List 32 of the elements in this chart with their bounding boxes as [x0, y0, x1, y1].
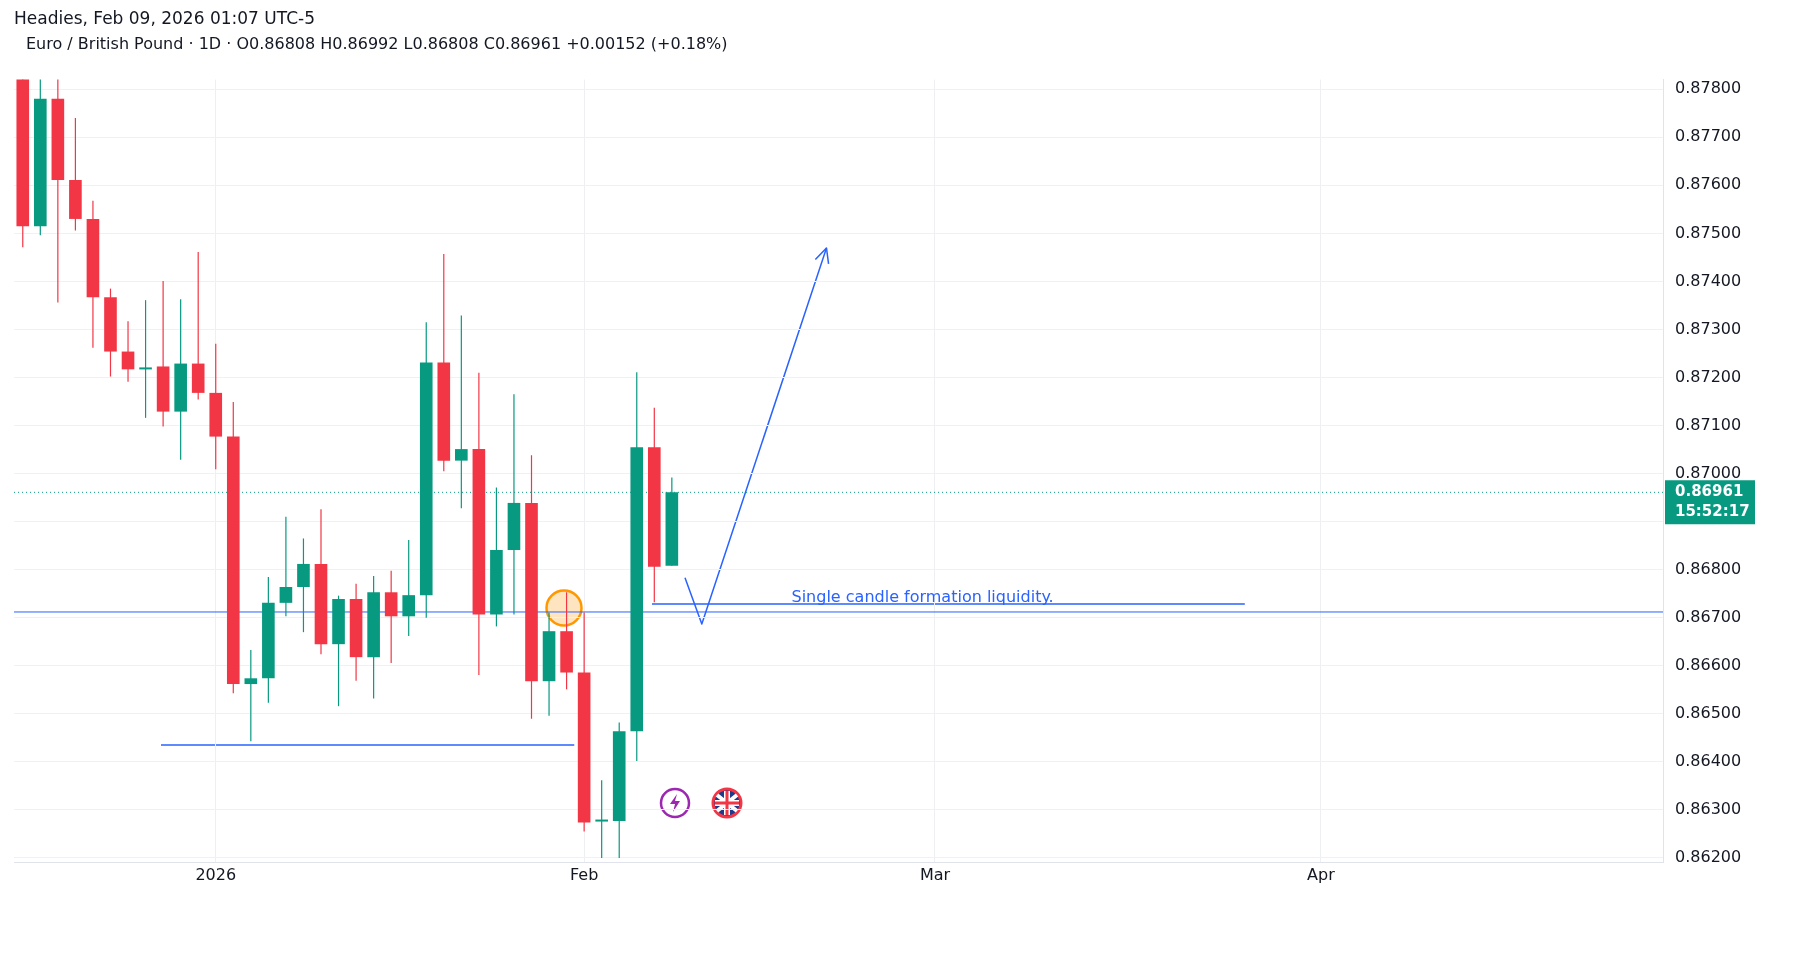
chart-subtitle: Euro / British Pound · 1D · O0.86808 H0.86992 L0.86808 C0.86961 +0.00152 (+0.18%)	[26, 34, 728, 53]
y-tick-label: 0.87300	[1675, 318, 1742, 338]
y-tick-label: 0.87400	[1675, 270, 1742, 290]
y-tick-label: 0.87000	[1675, 462, 1742, 482]
y-tick-label: 0.86300	[1675, 799, 1742, 819]
y-tick-label: 0.86700	[1675, 606, 1742, 626]
x-tick-label: Feb	[569, 864, 599, 884]
y-tick-label: 0.87600	[1675, 174, 1742, 194]
text: 15:52:17	[1675, 502, 1750, 521]
y-tick-label: 0.87100	[1675, 414, 1742, 434]
candlestick	[595, 779, 608, 859]
y-tick-label: 0.87700	[1675, 126, 1742, 146]
candlestick	[121, 320, 135, 383]
candlestick	[139, 299, 152, 419]
candlestick	[297, 537, 310, 633]
y-tick-label: 0.87200	[1675, 366, 1742, 386]
y-tick-label: 0.86600	[1675, 654, 1742, 674]
y-tick-label: 0.86800	[1675, 558, 1742, 578]
candlestick	[279, 516, 293, 617]
x-tick-label: Mar	[919, 864, 951, 884]
chart-title: Headies, Feb 09, 2026 01:07 UTC-5	[14, 8, 315, 28]
y-tick-label: 0.87800	[1675, 78, 1742, 98]
ref-line-label: 0.86961	[1675, 482, 1744, 501]
y-tick-label: 0.86400	[1675, 751, 1742, 771]
candlestick	[402, 539, 416, 637]
y-tick-label: 0.87500	[1675, 222, 1742, 242]
y-tick-label: 0.86200	[1675, 847, 1742, 867]
x-tick-label: 2026	[195, 864, 237, 884]
candlestick	[244, 649, 258, 742]
annotation: Single candle formation liquidity.	[791, 586, 1054, 606]
x-tick-label: Apr	[1307, 864, 1336, 884]
y-tick-label: 0.86500	[1675, 703, 1742, 722]
